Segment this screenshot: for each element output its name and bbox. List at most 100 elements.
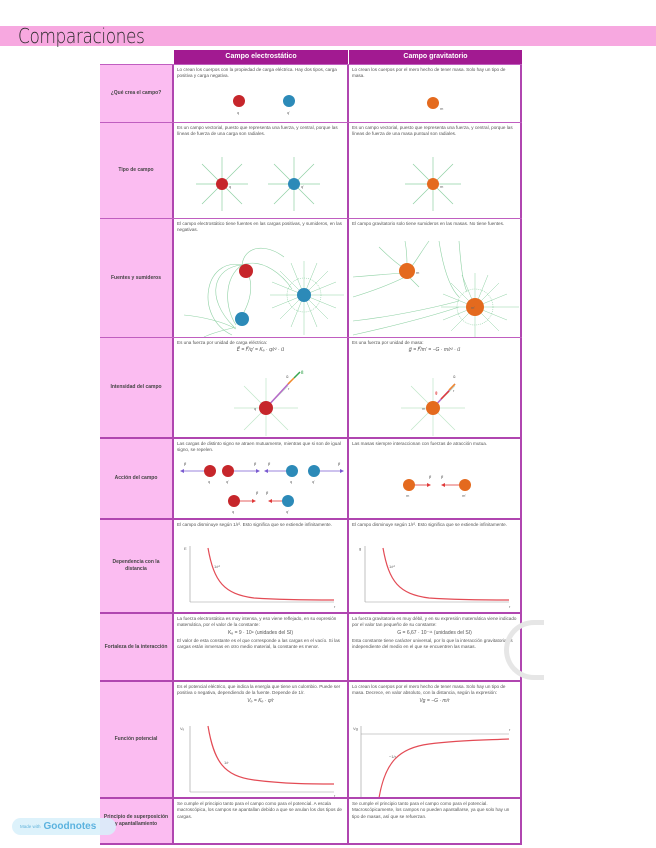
goodnotes-watermark: Made with Goodnotes <box>12 818 116 835</box>
mass-icon <box>403 479 415 491</box>
cell-text: Es una fuerza por unidad de carga eléctr… <box>177 340 268 345</box>
svg-text:F⃗: F⃗ <box>256 490 259 496</box>
positive-charge-icon <box>216 178 228 190</box>
svg-text:F⃗: F⃗ <box>338 461 341 467</box>
negative-charge-icon <box>282 495 294 507</box>
electro-cell: Es una fuerza por unidad de carga eléctr… <box>174 338 349 437</box>
mass-icon <box>427 97 439 109</box>
table-bottom-border <box>100 843 522 845</box>
negative-charge-icon <box>297 288 311 302</box>
cell-text: Las masas siempre interaccionan con fuer… <box>352 441 488 446</box>
svg-text:q: q <box>208 479 210 484</box>
mass-figure: m <box>349 89 520 119</box>
svg-text:F⃗: F⃗ <box>429 474 432 480</box>
svg-text:g⃗: g⃗ <box>435 390 438 395</box>
electro-cell: El campo electrostático tiene fuentes en… <box>174 219 349 337</box>
svg-text:q: q <box>237 110 239 115</box>
svg-text:m': m' <box>462 493 466 498</box>
svg-text:m': m' <box>471 305 475 310</box>
svg-text:q': q' <box>312 479 315 484</box>
svg-text:F⃗: F⃗ <box>254 461 257 467</box>
row-label: Fortaleza de la interacción <box>100 614 174 680</box>
cell-note: Esta constante tiene carácter universal,… <box>352 637 513 650</box>
mass-icon <box>459 479 471 491</box>
formula: Vₑ = Kₑ · q/r <box>247 697 274 704</box>
svg-text:u⃗: u⃗ <box>286 374 289 379</box>
svg-text:F⃗: F⃗ <box>266 490 269 496</box>
cell-text: Lo crean los cuerpos por el mero hecho d… <box>352 67 506 79</box>
charges-figure: q q' <box>174 89 347 119</box>
scroll-indicator[interactable] <box>504 620 544 680</box>
table-row: Función potencial Es el potencial eléctr… <box>100 680 522 798</box>
radial-field-figure: q q' <box>174 151 347 215</box>
svg-text:m: m <box>422 406 426 411</box>
row-label: Tipo de campo <box>100 123 174 218</box>
svg-text:F⃗: F⃗ <box>268 461 271 467</box>
mass-icon <box>427 178 439 190</box>
cell-text: El campo electrostático tiene fuentes en… <box>177 221 342 233</box>
svg-text:F⃗: F⃗ <box>184 461 187 467</box>
svg-text:F⃗: F⃗ <box>441 474 444 480</box>
cell-note: El valor de esta constante es el que cor… <box>177 637 340 650</box>
svg-text:r: r <box>509 604 511 609</box>
grav-cell: El campo disminuye según 1/r². Esto sign… <box>349 520 522 612</box>
formula: Kₑ = 9 · 10⁹ (unidades del SI) <box>227 629 293 636</box>
svg-text:m: m <box>406 493 410 498</box>
row-label: ¿Qué crea el campo? <box>100 65 174 122</box>
svg-text:m: m <box>416 270 420 275</box>
svg-text:m: m <box>440 184 444 189</box>
grav-cell: Es un campo vectorial, puesto que repres… <box>349 123 522 218</box>
positive-charge-icon <box>259 401 273 415</box>
svg-text:Vg: Vg <box>353 726 358 731</box>
potential-graph: Vg r −1/r <box>349 722 520 798</box>
cell-text: La fuerza electrostática es muy intensa,… <box>177 616 337 628</box>
row-label: Fuentes y sumideros <box>100 219 174 337</box>
formula: E⃗ = F⃗/q' = Kₑ · q/r² · u⃗ <box>236 347 285 354</box>
svg-text:E⃗: E⃗ <box>301 369 304 375</box>
electro-cell: El campo disminuye según 1/r². Esto sign… <box>174 520 349 612</box>
row-label: Dependencia con la distancia <box>100 520 174 612</box>
svg-text:g: g <box>359 546 361 551</box>
positive-charge-icon <box>228 495 240 507</box>
svg-text:q': q' <box>287 110 290 115</box>
mass-icon <box>399 263 415 279</box>
svg-text:1/r: 1/r <box>224 760 229 765</box>
mass-icon <box>466 298 484 316</box>
formula: g⃗ = F⃗/m' = −G · m/r² · u⃗ <box>408 347 461 354</box>
page-title: Comparaciones <box>18 24 145 48</box>
cell-text: Lo crean los cuerpos con la propiedad de… <box>177 67 337 79</box>
electro-cell: Las cargas de distinto signo se atraen m… <box>174 439 349 518</box>
negative-charge-icon <box>286 465 298 477</box>
radial-field-figure: m <box>349 151 520 215</box>
table-row: Fuentes y sumideros El campo electrostát… <box>100 218 522 337</box>
grav-cell: Se cumple el principio tanto para el cam… <box>349 799 522 843</box>
negative-charge-icon <box>288 178 300 190</box>
field-lines-figure <box>174 237 347 337</box>
negative-charge-icon <box>283 95 295 107</box>
table-row: Tipo de campo Es un campo vectorial, pue… <box>100 122 522 218</box>
table-row: Dependencia con la distancia El campo di… <box>100 518 522 612</box>
grav-cell: Lo crean los cuerpos por el mero hecho d… <box>349 65 522 122</box>
cell-text: El campo disminuye según 1/r². Esto sign… <box>177 522 332 527</box>
row-label: Intensidad del campo <box>100 338 174 437</box>
positive-charge-icon <box>239 264 253 278</box>
electro-cell: La fuerza electrostática es muy intensa,… <box>174 614 349 680</box>
field-lines-figure: m m' <box>349 237 520 337</box>
mass-icon <box>426 401 440 415</box>
column-header-electrostatic: Campo electrostático <box>174 50 349 64</box>
cell-text: Las cargas de distinto signo se atraen m… <box>177 441 341 453</box>
svg-text:q: q <box>232 509 234 514</box>
table-row: Principio de superposición y apantallami… <box>100 797 522 843</box>
svg-text:1/r²: 1/r² <box>389 564 396 569</box>
table-row: Fortaleza de la interacción La fuerza el… <box>100 612 522 680</box>
decay-graph: g r 1/r² <box>349 542 520 612</box>
formula: Vg = −G · m/r <box>419 697 450 704</box>
formula: G = 6,67 · 10⁻¹¹ (unidades del SI) <box>397 629 472 636</box>
made-with-label: Made with <box>20 824 41 829</box>
electro-cell: Se cumple el principio tanto para el cam… <box>174 799 349 843</box>
negative-charge-icon <box>235 312 249 326</box>
positive-charge-icon <box>204 465 216 477</box>
electro-cell: Es el potencial eléctrico, que indica la… <box>174 682 349 798</box>
svg-text:r: r <box>334 793 336 798</box>
grav-cell: Lo crean los cuerpos por el mero hecho d… <box>349 682 522 798</box>
